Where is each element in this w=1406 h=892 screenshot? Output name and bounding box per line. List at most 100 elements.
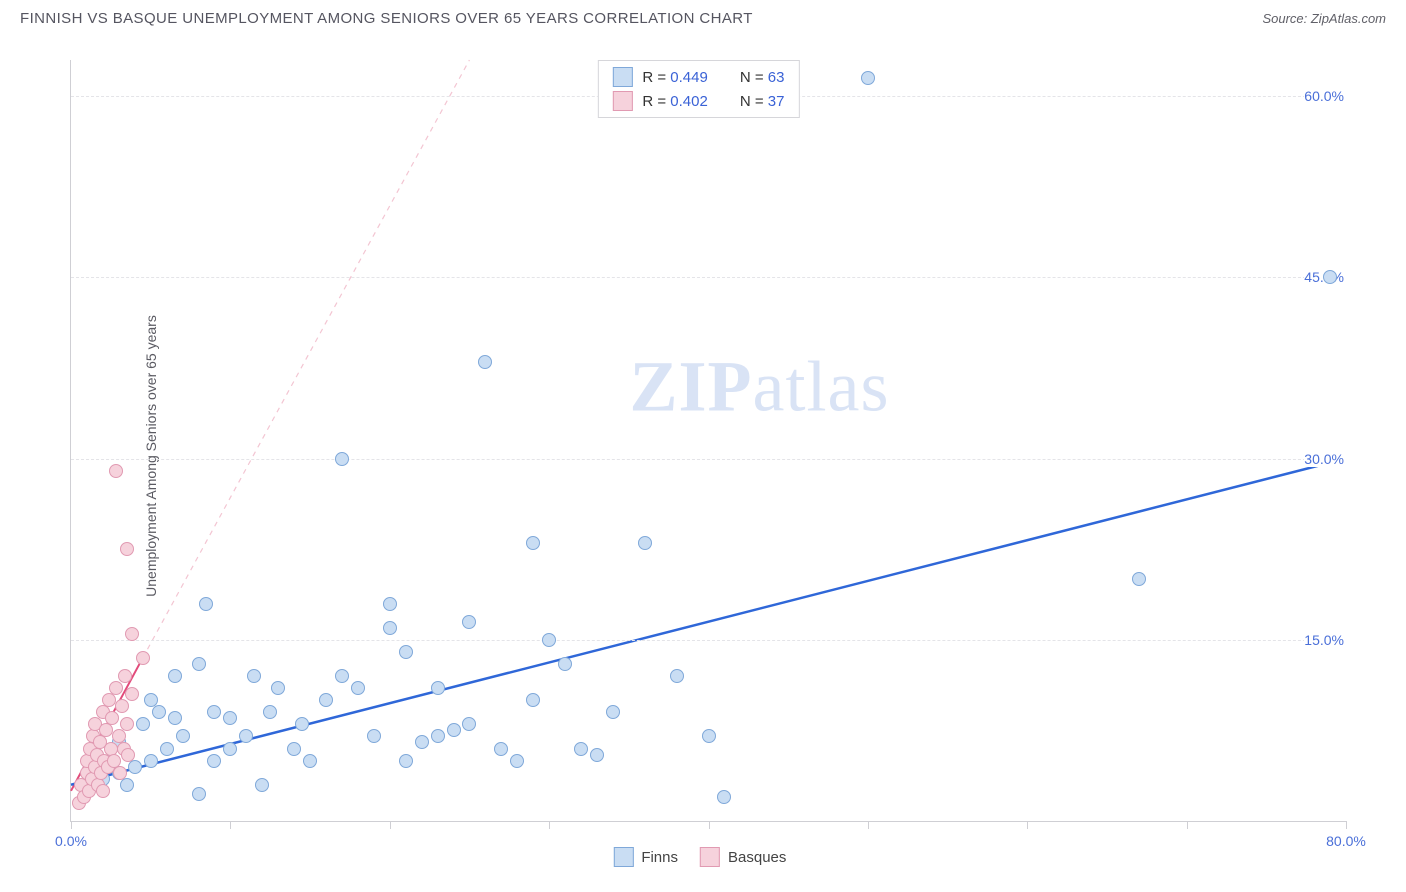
data-point — [606, 705, 620, 719]
data-point — [542, 633, 556, 647]
data-point — [558, 657, 572, 671]
legend-swatch — [613, 847, 633, 867]
data-point — [152, 705, 166, 719]
data-point — [1323, 270, 1337, 284]
data-point — [223, 742, 237, 756]
data-point — [383, 597, 397, 611]
data-point — [335, 452, 349, 466]
x-tick — [1027, 821, 1028, 829]
data-point — [399, 645, 413, 659]
data-point — [239, 729, 253, 743]
data-point — [861, 71, 875, 85]
data-point — [125, 687, 139, 701]
data-point — [109, 464, 123, 478]
r-label: R = 0.449 — [642, 69, 707, 86]
data-point — [120, 717, 134, 731]
data-point — [287, 742, 301, 756]
plot-area: ZIPatlas R = 0.449N = 63R = 0.402N = 37 … — [70, 60, 1346, 822]
n-label: N = 63 — [740, 69, 785, 86]
source-label: Source: ZipAtlas.com — [1262, 11, 1386, 26]
legend-swatch — [612, 67, 632, 87]
data-point — [494, 742, 508, 756]
data-point — [120, 778, 134, 792]
data-point — [295, 717, 309, 731]
data-point — [670, 669, 684, 683]
data-point — [168, 711, 182, 725]
data-point — [207, 754, 221, 768]
data-point — [462, 717, 476, 731]
series-legend-item: Finns — [613, 847, 678, 867]
y-tick-label: 60.0% — [1304, 88, 1348, 104]
x-tick — [868, 821, 869, 829]
data-point — [303, 754, 317, 768]
data-point — [431, 681, 445, 695]
data-point — [526, 536, 540, 550]
legend-swatch — [700, 847, 720, 867]
data-point — [702, 729, 716, 743]
data-point — [128, 760, 142, 774]
r-label: R = 0.402 — [642, 93, 707, 110]
data-point — [717, 790, 731, 804]
data-point — [1132, 572, 1146, 586]
data-point — [136, 651, 150, 665]
data-point — [199, 597, 213, 611]
x-tick — [390, 821, 391, 829]
x-tick-label: 0.0% — [55, 833, 87, 849]
stats-legend-row: R = 0.402N = 37 — [612, 89, 784, 113]
data-point — [335, 669, 349, 683]
trend-lines — [71, 60, 1346, 821]
data-point — [478, 355, 492, 369]
data-point — [638, 536, 652, 550]
data-point — [96, 784, 110, 798]
series-label: Basques — [728, 849, 786, 866]
data-point — [367, 729, 381, 743]
data-point — [118, 669, 132, 683]
data-point — [125, 627, 139, 641]
data-point — [319, 693, 333, 707]
gridline — [71, 640, 1346, 641]
data-point — [510, 754, 524, 768]
data-point — [462, 615, 476, 629]
data-point — [351, 681, 365, 695]
series-legend-item: Basques — [700, 847, 786, 867]
data-point — [590, 748, 604, 762]
x-tick — [549, 821, 550, 829]
x-tick — [1346, 821, 1347, 829]
data-point — [168, 669, 182, 683]
gridline — [71, 459, 1346, 460]
data-point — [447, 723, 461, 737]
data-point — [431, 729, 445, 743]
stats-legend-row: R = 0.449 N = 63 — [612, 65, 784, 89]
data-point — [144, 754, 158, 768]
data-point — [115, 699, 129, 713]
chart-container: Unemployment Among Seniors over 65 years… — [20, 40, 1386, 872]
data-point — [574, 742, 588, 756]
x-tick — [230, 821, 231, 829]
data-point — [160, 742, 174, 756]
data-point — [192, 657, 206, 671]
data-point — [109, 681, 123, 695]
gridline — [71, 277, 1346, 278]
data-point — [121, 748, 135, 762]
data-point — [255, 778, 269, 792]
y-tick-label: 15.0% — [1304, 632, 1348, 648]
data-point — [120, 542, 134, 556]
y-tick-label: 30.0% — [1304, 451, 1348, 467]
data-point — [113, 766, 127, 780]
data-point — [263, 705, 277, 719]
x-tick — [709, 821, 710, 829]
data-point — [176, 729, 190, 743]
data-point — [399, 754, 413, 768]
data-point — [526, 693, 540, 707]
series-legend: Finns Basques — [613, 847, 786, 867]
data-point — [271, 681, 285, 695]
data-point — [223, 711, 237, 725]
x-tick-label: 80.0% — [1326, 833, 1366, 849]
legend-swatch — [612, 91, 632, 111]
data-point — [415, 735, 429, 749]
series-label: Finns — [641, 849, 678, 866]
data-point — [105, 711, 119, 725]
data-point — [136, 717, 150, 731]
data-point — [247, 669, 261, 683]
chart-title: FINNISH VS BASQUE UNEMPLOYMENT AMONG SEN… — [20, 10, 753, 27]
